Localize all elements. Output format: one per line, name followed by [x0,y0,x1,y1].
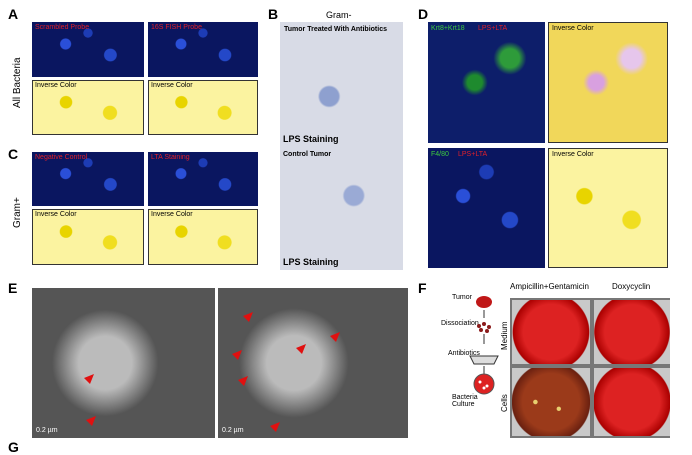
heading: Gram- [326,10,352,20]
image [148,209,258,265]
image-label: Inverse Color [552,151,594,158]
image-label: Negative Control [35,154,88,161]
image-label: LPS Staining [283,257,339,267]
image-label: Inverse Color [35,211,77,218]
panel-letter: D [418,6,429,22]
image [32,288,215,438]
step-label: Tumor [452,294,472,301]
image [148,152,258,206]
panel-letter: C [8,146,19,162]
panel-letter: E [8,280,18,296]
image [218,288,408,438]
image-label: Inverse Color [552,25,594,32]
plate [512,368,590,436]
image-label: Control Tumor [283,151,332,158]
image-label: LPS Staining [283,134,339,144]
image [548,22,668,143]
image-label: Scrambled Probe [35,24,90,31]
image [32,22,144,77]
image [148,22,258,77]
panel-letter: B [268,6,279,22]
step-label: Antibiotics [448,350,480,357]
image-label: LPS+LTA [458,151,488,158]
image-label: LTA Staining [151,154,190,161]
row-label: Medium [500,321,509,350]
image-label: Inverse Color [151,82,193,89]
image [32,80,144,135]
image-label: LPS+LTA [478,25,508,32]
column-label: Doxycyclin [612,282,651,291]
plate [594,368,670,436]
image-label: 16S FISH Probe [151,24,202,31]
scale-bar-label: 0.2 µm [36,427,58,434]
image-label: Tumor Treated With Antibiotics [284,26,387,33]
scale-bar-label: 0.2 µm [222,427,244,434]
image [148,80,258,135]
panel-letter: A [8,6,19,22]
image-label: F4/80 [431,151,449,158]
step-label: Dissociation [441,320,479,327]
panel-letter: G [8,439,19,455]
image [428,148,545,268]
step-label: Bacteria Culture [452,394,478,408]
image [428,22,545,143]
plate [512,300,590,364]
column-label: Ampicillin+Gentamicin [510,282,589,291]
row-label: Cells [500,394,509,412]
image-label: Krt8+Krt18 [431,25,465,32]
image [32,152,144,206]
panel-letter: F [418,280,427,296]
image [548,148,668,268]
plate [594,300,670,364]
image [32,209,144,265]
image [280,22,403,270]
image-label: Inverse Color [35,82,77,89]
image-label: Inverse Color [151,211,193,218]
